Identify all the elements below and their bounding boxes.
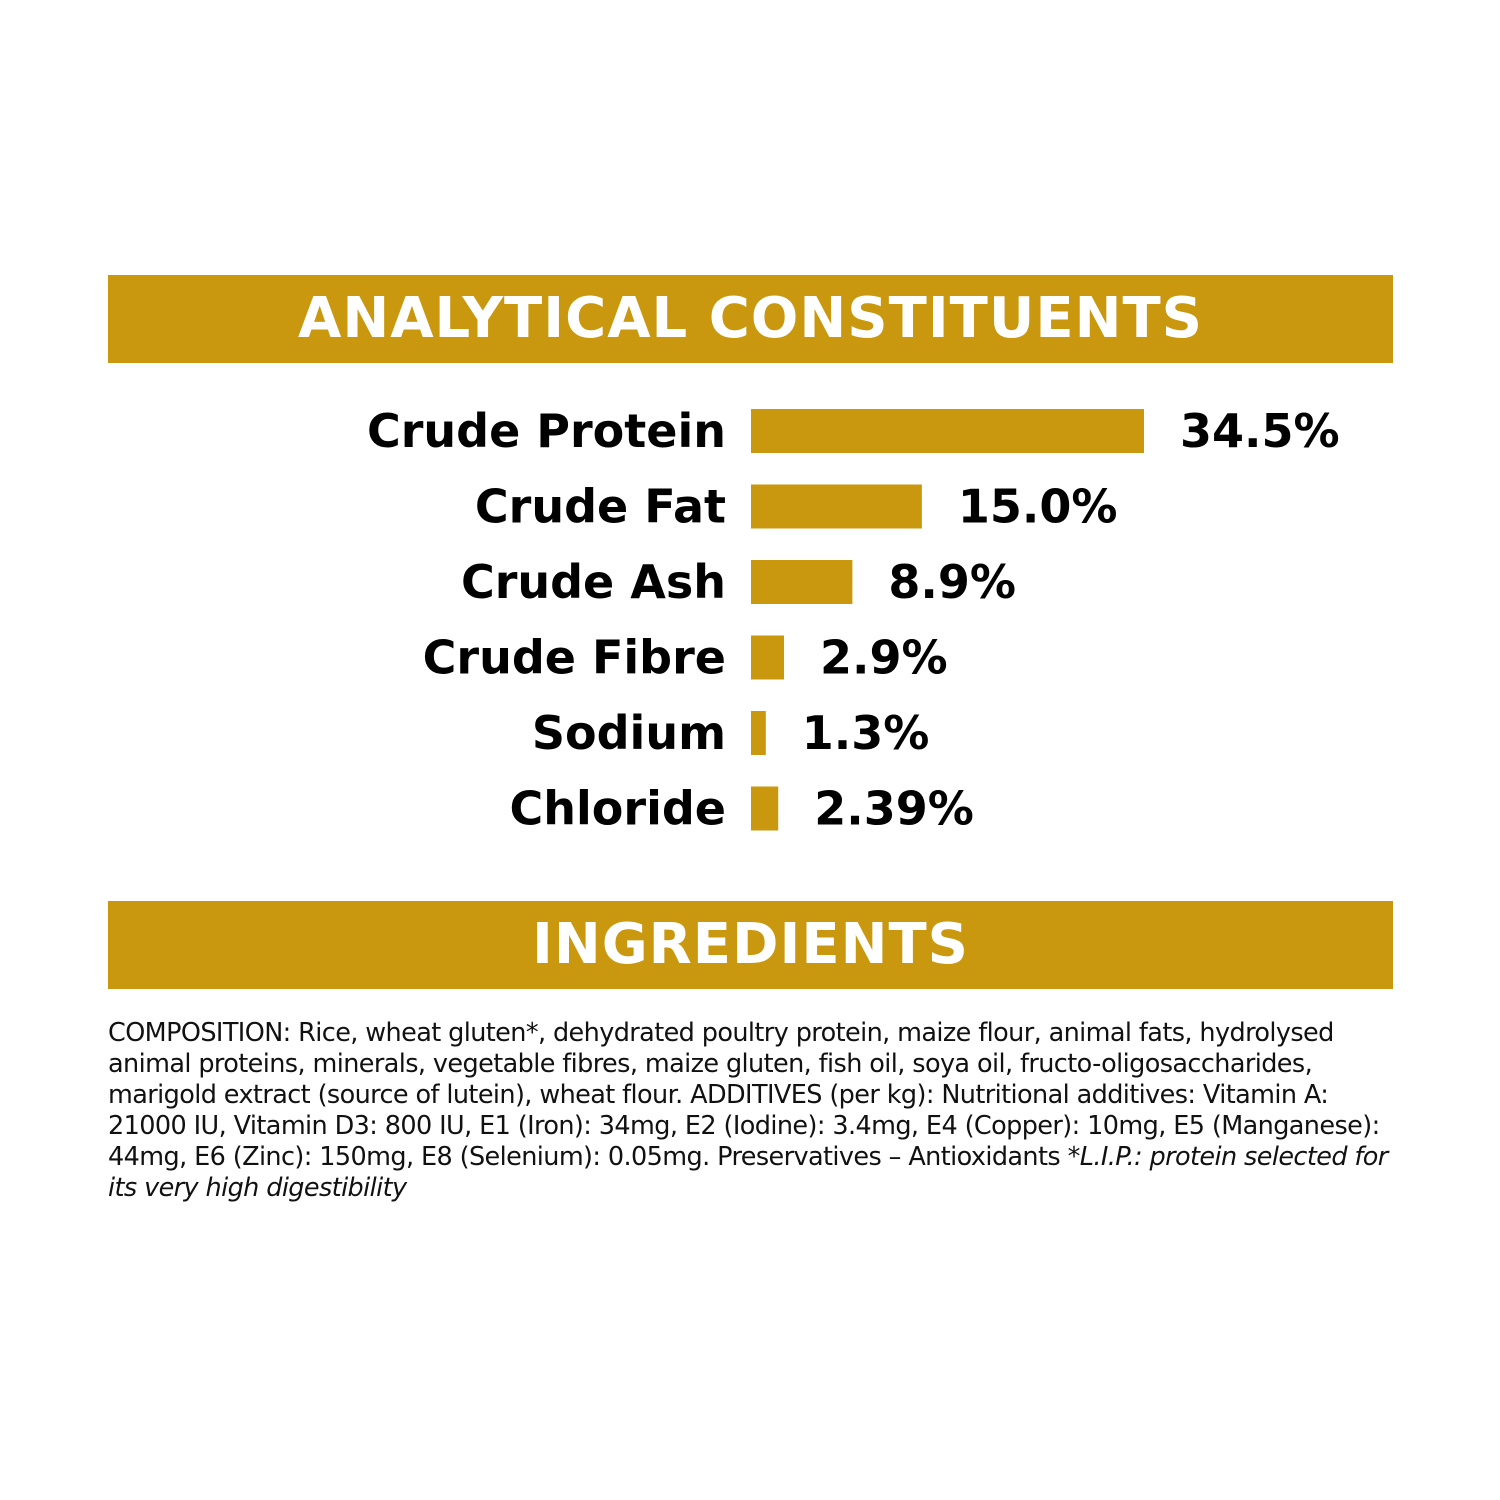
constituents-bar-chart: Crude Protein 34.5% Crude Fat 15.0% Crude As… bbox=[367, 404, 1340, 836]
ingredients-banner: INGREDIENTS bbox=[108, 901, 1393, 989]
value-label: 1.3% bbox=[802, 706, 930, 760]
bar bbox=[751, 635, 785, 680]
value-label: 2.9% bbox=[820, 631, 948, 685]
bar bbox=[751, 560, 853, 604]
analytical-constituents-banner: ANALYTICAL CONSTITUENTS bbox=[108, 275, 1393, 363]
category-label: Crude Ash bbox=[461, 555, 726, 609]
category-label: Crude Fat bbox=[475, 480, 726, 534]
bar bbox=[751, 409, 1144, 453]
value-label: 34.5% bbox=[1180, 404, 1340, 458]
value-label: 15.0% bbox=[958, 480, 1118, 534]
value-label: 8.9% bbox=[888, 555, 1016, 609]
composition-footnote: *L.I.P.: protein selected for its very h… bbox=[108, 1142, 1388, 1203]
bar bbox=[751, 711, 766, 755]
category-label: Sodium bbox=[532, 706, 726, 760]
composition-text: COMPOSITION: Rice, wheat gluten*, dehydr… bbox=[108, 1018, 1398, 1204]
composition-body: COMPOSITION: Rice, wheat gluten*, dehydr… bbox=[108, 1018, 1380, 1172]
value-label: 2.39% bbox=[814, 782, 974, 836]
ingredients-title: INGREDIENTS bbox=[531, 912, 969, 977]
category-label: Crude Protein bbox=[367, 404, 726, 458]
bar bbox=[751, 484, 922, 529]
analytical-constituents-title: ANALYTICAL CONSTITUENTS bbox=[298, 286, 1203, 351]
category-label: Crude Fibre bbox=[423, 631, 726, 685]
bar bbox=[751, 786, 779, 831]
category-label: Chloride bbox=[510, 782, 726, 836]
